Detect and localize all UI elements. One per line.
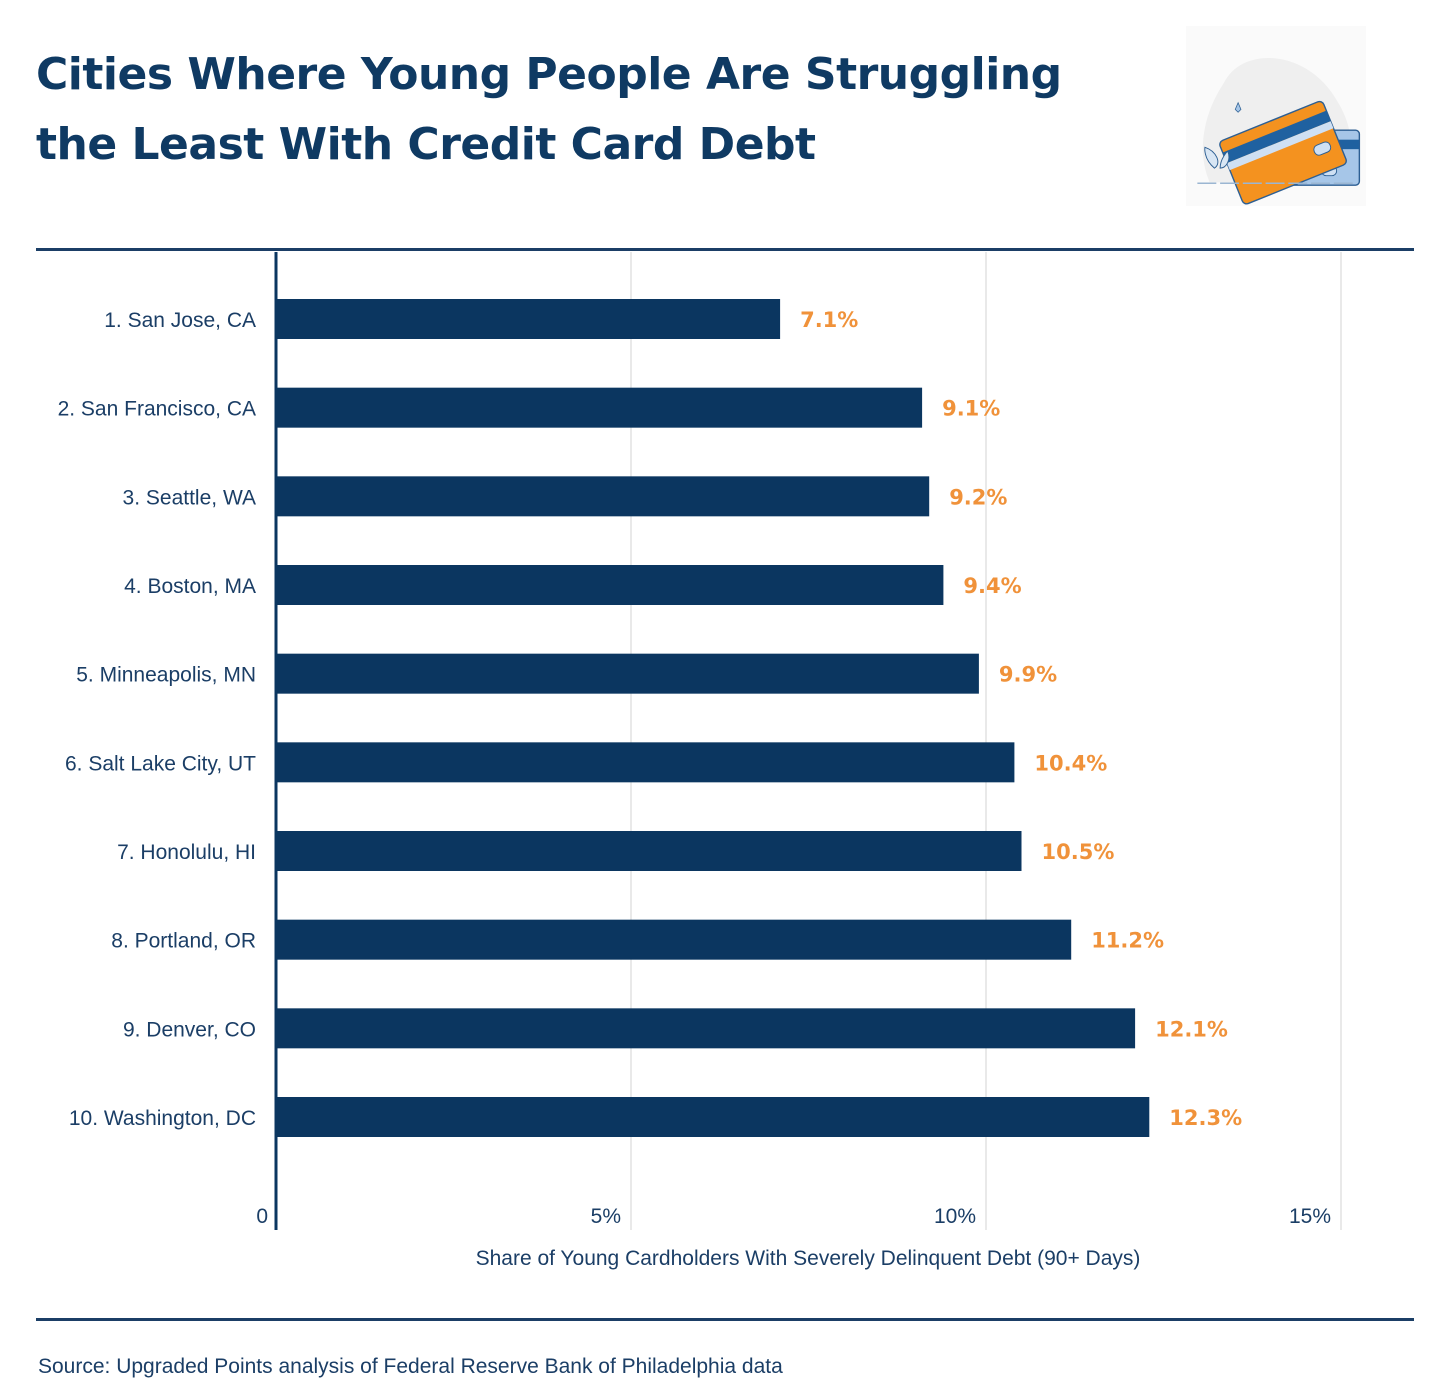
bar <box>276 742 1015 783</box>
category-label: 4. Boston, MA <box>124 575 256 598</box>
x-tick-label: 5% <box>591 1205 621 1228</box>
bar <box>276 1097 1150 1137</box>
data-label: 10.5% <box>1042 840 1115 864</box>
x-tick-label: 15% <box>1289 1205 1331 1228</box>
category-label: 7. Honolulu, HI <box>117 841 256 864</box>
credit-cards-icon <box>1186 26 1366 206</box>
category-label: 9. Denver, CO <box>123 1018 256 1041</box>
x-tick-label: 10% <box>934 1205 976 1228</box>
data-label: 9.1% <box>942 397 1000 421</box>
data-label: 12.3% <box>1169 1106 1242 1130</box>
x-axis-label: Share of Young Cardholders With Severely… <box>476 1247 1141 1270</box>
category-label: 8. Portland, OR <box>111 930 256 953</box>
bar <box>276 919 1072 960</box>
data-label: 9.9% <box>999 663 1057 687</box>
category-label: 6. Salt Lake City, UT <box>65 752 256 775</box>
bar <box>276 299 781 339</box>
category-label: 10. Washington, DC <box>69 1107 256 1130</box>
data-label: 12.1% <box>1155 1017 1228 1041</box>
bar <box>276 476 930 517</box>
data-label: 11.2% <box>1091 929 1164 953</box>
category-label: 1. San Jose, CA <box>104 309 256 332</box>
data-label: 7.1% <box>800 308 858 332</box>
bar <box>276 653 979 694</box>
category-label: 5. Minneapolis, MN <box>76 664 256 687</box>
bar-chart: 0 5% 10% 15% 1. San Jose, CA 7.1% 2. San Fran… <box>58 252 1342 1270</box>
chart-title: Cities Where Young People Are Struggling… <box>36 49 1062 170</box>
bottom-divider <box>36 1318 1414 1321</box>
bar <box>276 1008 1136 1049</box>
data-label: 9.4% <box>963 574 1021 598</box>
category-label: 3. Seattle, WA <box>123 486 256 509</box>
bar <box>276 565 944 605</box>
bar <box>276 831 1022 871</box>
bar <box>276 387 923 428</box>
x-tick-label: 0 <box>256 1205 268 1228</box>
data-label: 9.2% <box>949 485 1007 509</box>
source-note: Source: Upgraded Points analysis of Fede… <box>38 1355 783 1378</box>
top-divider <box>36 248 1414 251</box>
category-label: 2. San Francisco, CA <box>58 398 256 421</box>
data-label: 10.4% <box>1034 751 1107 775</box>
